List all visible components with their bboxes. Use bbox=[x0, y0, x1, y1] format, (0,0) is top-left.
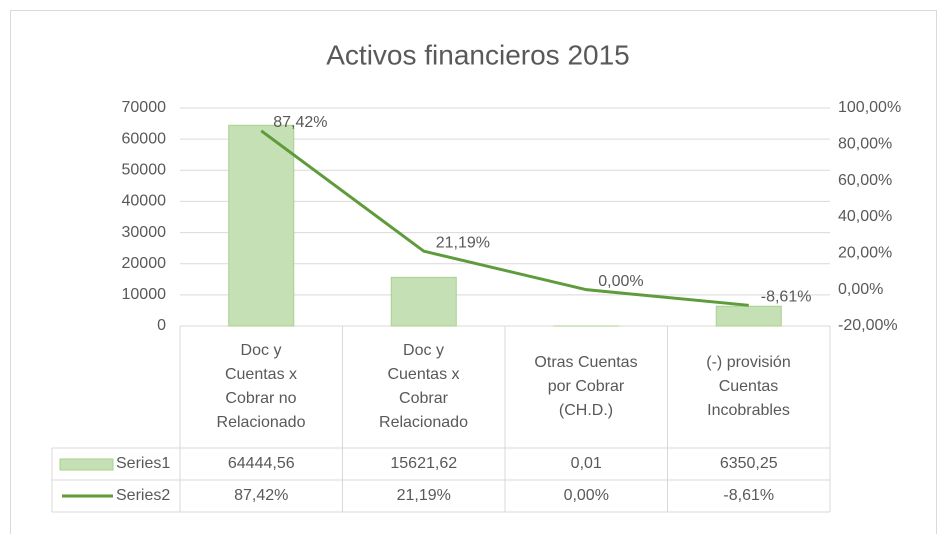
y-tick-label: 60000 bbox=[122, 130, 167, 147]
y-tick-label: 70000 bbox=[122, 99, 167, 116]
legend-label: Series1 bbox=[116, 455, 170, 472]
bar bbox=[390, 276, 457, 327]
data-label: 0,00% bbox=[598, 273, 643, 290]
category-cell: Otras Cuentas por Cobrar (CH.D.) bbox=[505, 326, 667, 448]
y-tick-label: 20000 bbox=[122, 255, 167, 272]
table-value: -8,61% bbox=[723, 487, 774, 504]
data-label: -8,61% bbox=[761, 289, 812, 306]
x-tick-label: Doc y Cuentas x Cobrar Relacionado bbox=[379, 342, 468, 431]
x-tick-label: Otras Cuentas por Cobrar (CH.D.) bbox=[534, 354, 638, 419]
y2-tick-label: 0,00% bbox=[838, 281, 883, 298]
y2-tick-label: 20,00% bbox=[838, 245, 892, 262]
table-value: 15621,62 bbox=[390, 455, 457, 472]
table-value: 6350,25 bbox=[720, 455, 778, 472]
category-cell: Doc y Cuentas x Cobrar Relacionado bbox=[343, 326, 505, 448]
x-tick-label: Doc y Cuentas x Cobrar no Relacionado bbox=[216, 342, 306, 431]
y-tick-label: 0 bbox=[157, 317, 166, 334]
table-value: 87,42% bbox=[234, 487, 288, 504]
data-label: 21,19% bbox=[436, 234, 490, 251]
y-tick-label: 30000 bbox=[122, 224, 167, 241]
y-tick-label: 50000 bbox=[122, 162, 167, 179]
table-value: 0,00% bbox=[564, 487, 609, 504]
legend-label: Series2 bbox=[116, 487, 170, 504]
chart-title: Activos financieros 2015 bbox=[326, 39, 630, 70]
y-tick-label: 10000 bbox=[122, 286, 167, 303]
bar bbox=[715, 305, 782, 327]
legend-key bbox=[59, 458, 114, 471]
chart-frame bbox=[10, 10, 937, 534]
y-tick-label: 40000 bbox=[122, 193, 167, 210]
y2-tick-label: -20,00% bbox=[838, 317, 898, 334]
x-tick-label: (-) provisión Cuentas Incobrables bbox=[706, 354, 791, 419]
data-label: 87,42% bbox=[273, 114, 327, 131]
y2-tick-label: 100,00% bbox=[838, 99, 901, 116]
line bbox=[260, 129, 749, 307]
bar bbox=[228, 124, 295, 327]
table-value: 0,01 bbox=[571, 455, 602, 472]
category-cell: Doc y Cuentas x Cobrar no Relacionado bbox=[180, 326, 342, 448]
y2-tick-label: 80,00% bbox=[838, 136, 892, 153]
y2-tick-label: 60,00% bbox=[838, 172, 892, 189]
table-value: 64444,56 bbox=[228, 455, 295, 472]
category-cell: (-) provisión Cuentas Incobrables bbox=[668, 326, 830, 448]
y2-tick-label: 40,00% bbox=[838, 208, 892, 225]
table-value: 21,19% bbox=[397, 487, 451, 504]
